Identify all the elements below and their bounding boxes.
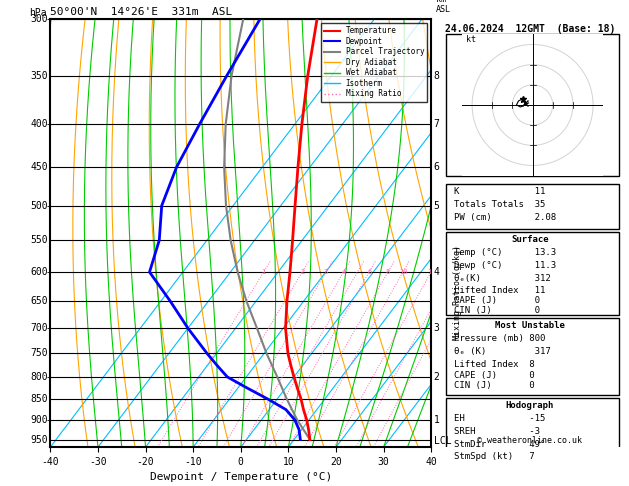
Bar <box>446 399 619 466</box>
Text: 15: 15 <box>427 269 435 275</box>
Bar <box>446 184 619 229</box>
Text: 550: 550 <box>30 235 48 245</box>
Text: 700: 700 <box>30 323 48 333</box>
Text: 6: 6 <box>433 162 440 172</box>
Text: 300: 300 <box>30 15 48 24</box>
Text: 800: 800 <box>30 372 48 382</box>
Text: Surface: Surface <box>511 235 548 244</box>
Text: 500: 500 <box>30 201 48 210</box>
Text: Dewp (°C)      11.3: Dewp (°C) 11.3 <box>454 261 556 270</box>
Text: km
ASL: km ASL <box>436 0 451 14</box>
Text: Hodograph: Hodograph <box>506 401 554 410</box>
Text: Most Unstable: Most Unstable <box>495 321 565 330</box>
Text: CIN (J)       0: CIN (J) 0 <box>454 381 534 390</box>
Text: 900: 900 <box>30 415 48 425</box>
Text: StmDir        49°: StmDir 49° <box>454 440 545 449</box>
Text: θₑ (K)         317: θₑ (K) 317 <box>454 347 550 356</box>
Text: hPa: hPa <box>30 8 47 17</box>
Text: Temp (°C)      13.3: Temp (°C) 13.3 <box>454 248 556 258</box>
Text: 8: 8 <box>433 70 440 81</box>
Text: 750: 750 <box>30 348 48 358</box>
Text: © weatheronline.co.uk: © weatheronline.co.uk <box>477 436 582 445</box>
Text: Lifted Index  8: Lifted Index 8 <box>454 360 534 369</box>
Text: CIN (J)        0: CIN (J) 0 <box>454 306 540 315</box>
Text: CAPE (J)       0: CAPE (J) 0 <box>454 296 540 305</box>
Bar <box>446 318 619 395</box>
Text: 3: 3 <box>433 323 440 333</box>
Text: 4: 4 <box>433 267 440 277</box>
Text: 850: 850 <box>30 394 48 404</box>
Text: SREH          -3: SREH -3 <box>454 427 540 436</box>
Text: 950: 950 <box>30 434 48 445</box>
Text: Mixing Ratio (g/kg): Mixing Ratio (g/kg) <box>453 245 462 340</box>
Text: EH            -15: EH -15 <box>454 415 545 423</box>
Text: 24.06.2024  12GMT  (Base: 18): 24.06.2024 12GMT (Base: 18) <box>445 24 615 34</box>
Text: Totals Totals  35: Totals Totals 35 <box>454 200 545 209</box>
Text: 50°00'N  14°26'E  331m  ASL: 50°00'N 14°26'E 331m ASL <box>50 7 233 17</box>
Bar <box>446 35 619 175</box>
Text: Pressure (mb) 800: Pressure (mb) 800 <box>454 334 545 343</box>
Bar <box>446 232 619 314</box>
Text: 4: 4 <box>342 269 346 275</box>
Text: 600: 600 <box>30 267 48 277</box>
Text: 350: 350 <box>30 70 48 81</box>
Text: CAPE (J)      0: CAPE (J) 0 <box>454 371 534 380</box>
Text: 400: 400 <box>30 119 48 129</box>
Text: 6: 6 <box>367 269 371 275</box>
Text: kt: kt <box>466 35 476 45</box>
Text: LCL: LCL <box>433 436 451 447</box>
Text: 10: 10 <box>399 269 408 275</box>
Text: K              11: K 11 <box>454 187 545 196</box>
Text: 1: 1 <box>433 415 440 425</box>
Text: 450: 450 <box>30 162 48 172</box>
Legend: Temperature, Dewpoint, Parcel Trajectory, Dry Adiabat, Wet Adiabat, Isotherm, Mi: Temperature, Dewpoint, Parcel Trajectory… <box>321 23 428 102</box>
Text: θₑ(K)          312: θₑ(K) 312 <box>454 274 550 283</box>
Text: 3: 3 <box>324 269 328 275</box>
Text: 1: 1 <box>262 269 266 275</box>
Text: 8: 8 <box>386 269 390 275</box>
Text: 650: 650 <box>30 296 48 306</box>
Text: PW (cm)        2.08: PW (cm) 2.08 <box>454 213 556 222</box>
Text: 2: 2 <box>300 269 304 275</box>
Text: 5: 5 <box>433 201 440 210</box>
X-axis label: Dewpoint / Temperature (°C): Dewpoint / Temperature (°C) <box>150 472 332 483</box>
Text: 7: 7 <box>433 119 440 129</box>
Text: Lifted Index   11: Lifted Index 11 <box>454 286 545 295</box>
Text: StmSpd (kt)   7: StmSpd (kt) 7 <box>454 451 534 461</box>
Text: 2: 2 <box>433 372 440 382</box>
